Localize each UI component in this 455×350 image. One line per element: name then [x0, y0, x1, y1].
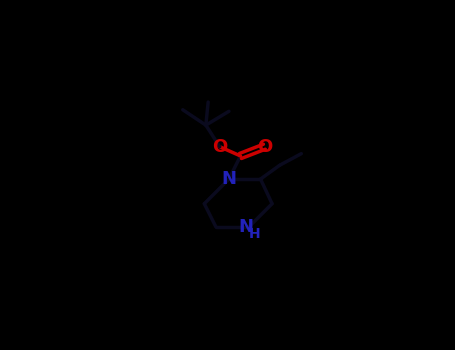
Text: H: H	[248, 228, 260, 241]
Text: O: O	[257, 138, 272, 156]
Text: N: N	[222, 170, 237, 188]
Text: N: N	[238, 218, 253, 236]
Text: O: O	[212, 138, 228, 156]
